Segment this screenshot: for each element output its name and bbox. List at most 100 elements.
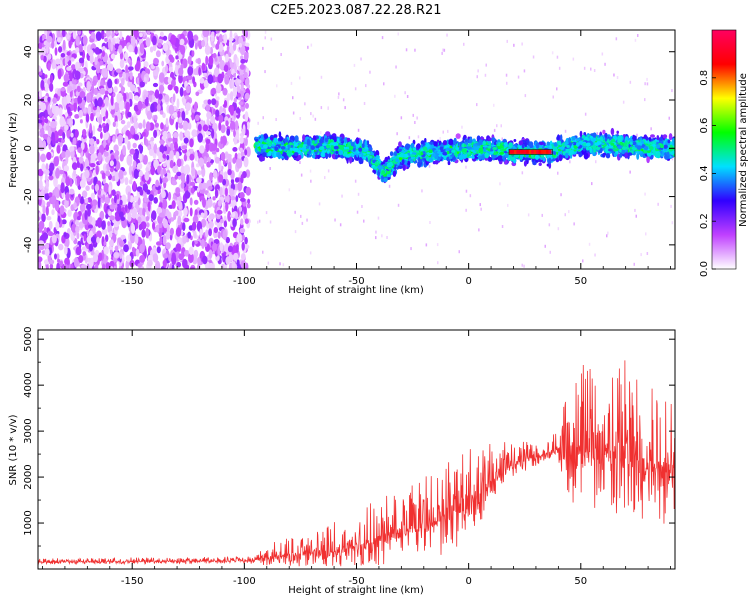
spectrogram-noise-cell [89, 138, 94, 145]
spectrogram-speckle-cell [276, 84, 278, 87]
spectrogram-noise-cell [153, 130, 157, 138]
spectrogram-noise-cell [86, 81, 91, 92]
spectrogram-noise-cell [235, 120, 239, 130]
spectrogram-noise-cell [96, 139, 99, 145]
spectrogram-speckle-cell [465, 209, 467, 212]
spectrogram-noise-cell [77, 216, 81, 220]
spectrogram-noise-cell [128, 191, 131, 202]
spectrogram-speckle-cell [640, 253, 642, 256]
spectrogram-noise-cell [50, 264, 53, 270]
spectrogram-noise-cell [42, 205, 45, 214]
spectrogram-noise-cell [220, 242, 224, 251]
spectrogram-noise-cell [194, 200, 199, 205]
spectrogram-noise-cell [91, 236, 96, 243]
spectrogram-noise-cell [82, 129, 86, 136]
spectrogram-noise-cell [187, 232, 191, 239]
spectrogram-speckle-cell [672, 221, 674, 224]
spectrogram-noise-cell [153, 83, 158, 87]
spectrogram-noise-cell [201, 40, 205, 48]
spectrogram-noise-cell [176, 122, 179, 130]
spectrogram-noise-cell [195, 115, 200, 122]
spectrogram-signal-cell [456, 133, 461, 139]
spectrogram-noise-cell [151, 210, 156, 220]
spectrogram-noise-cell [183, 121, 189, 131]
spectrogram-noise-cell [240, 198, 246, 202]
spectrogram-noise-cell [98, 198, 101, 209]
spectrogram-noise-cell [99, 61, 103, 66]
spectrogram-speckle-cell [320, 131, 322, 134]
spectrogram-noise-cell [63, 40, 66, 51]
spectrogram-speckle-cell [477, 69, 479, 72]
spectrogram-noise-cell [236, 159, 242, 169]
spectrogram-noise-cell [55, 221, 59, 230]
spectrogram-noise-cell [110, 42, 113, 51]
spectrogram-speckle-cell [545, 245, 547, 248]
spectrogram-noise-cell [149, 91, 153, 96]
spectrogram-noise-cell [168, 138, 173, 142]
spectrogram-noise-cell [207, 74, 213, 84]
spectrogram-speckle-cell [421, 189, 423, 192]
spectrogram-speckle-cell [310, 251, 312, 254]
spectrogram-speckle-cell [470, 194, 472, 197]
spectrogram-speckle-cell [560, 193, 562, 196]
spectrogram-noise-cell [209, 172, 213, 181]
spectrogram-noise-cell [191, 112, 194, 120]
spectrogram-noise-cell [101, 221, 106, 230]
spectrogram-noise-cell [122, 145, 126, 155]
spectrogram-noise-cell [128, 202, 132, 210]
spectrogram-noise-cell [232, 79, 235, 89]
spectrogram-noise-cell [191, 187, 195, 193]
spectrogram-noise-cell [207, 198, 213, 207]
spectrogram-noise-cell [42, 35, 46, 40]
spectrogram-noise-cell [197, 58, 201, 65]
spectrogram-noise-cell [171, 217, 174, 221]
spectrogram-noise-cell [202, 256, 207, 265]
spectrogram-speckle-cell [629, 171, 631, 174]
spectrogram-noise-cell [232, 261, 236, 269]
spectrogram-noise-cell [206, 131, 211, 135]
spectrogram-noise-cell [116, 69, 122, 73]
spectrogram-noise-cell [110, 204, 115, 210]
spectrogram-noise-cell [149, 149, 154, 156]
spectrogram-noise-cell [85, 158, 89, 166]
spectrogram-noise-cell [189, 138, 194, 147]
spectrogram-noise-cell [184, 164, 190, 174]
spectrogram-speckle-cell [442, 49, 444, 52]
spectrogram-speckle-cell [406, 48, 408, 51]
spectrogram-speckle-cell [394, 95, 396, 98]
spectrogram-noise-cell [190, 266, 194, 270]
spectrogram-noise-cell [73, 202, 77, 208]
spectrogram-noise-cell [121, 87, 125, 93]
spectrogram-noise-cell [81, 264, 87, 269]
spectrogram-speckle-cell [602, 53, 604, 56]
spectrogram-speckle-cell [409, 136, 411, 139]
spectrogram-noise-cell [127, 121, 131, 128]
spectrogram-speckle-cell [264, 70, 266, 73]
spectrogram-speckle-cell [315, 118, 317, 121]
spectrogram-speckle-cell [558, 227, 560, 230]
spectrogram-noise-cell [78, 27, 82, 35]
spectrogram-speckle-cell [506, 74, 508, 77]
spectrogram-noise-cell [173, 93, 176, 102]
spectrogram-noise-cell [232, 147, 237, 152]
spectrogram-speckle-cell [557, 56, 559, 59]
spectrogram-speckle-cell [568, 210, 570, 213]
spectrogram-noise-cell [50, 75, 53, 84]
spectrogram-noise-cell [90, 258, 94, 267]
spectrogram-noise-cell [74, 257, 79, 268]
spectrogram-noise-cell [194, 102, 198, 112]
spectrogram-noise-cell [198, 67, 201, 76]
spectrogram-speckle-cell [375, 236, 377, 239]
spectrogram-noise-cell [227, 169, 231, 175]
spectrogram-noise-cell [187, 66, 193, 75]
spectrogram-noise-cell [130, 84, 136, 92]
spectrogram-noise-cell [88, 215, 93, 223]
spectrogram-speckle-cell [310, 112, 312, 115]
spectrogram-noise-cell [127, 213, 131, 222]
spectrogram-noise-cell [139, 255, 145, 263]
spectrogram-speckle-cell [429, 221, 431, 224]
spectrogram-noise-cell [45, 248, 50, 256]
spectrogram-noise-cell [160, 110, 164, 115]
